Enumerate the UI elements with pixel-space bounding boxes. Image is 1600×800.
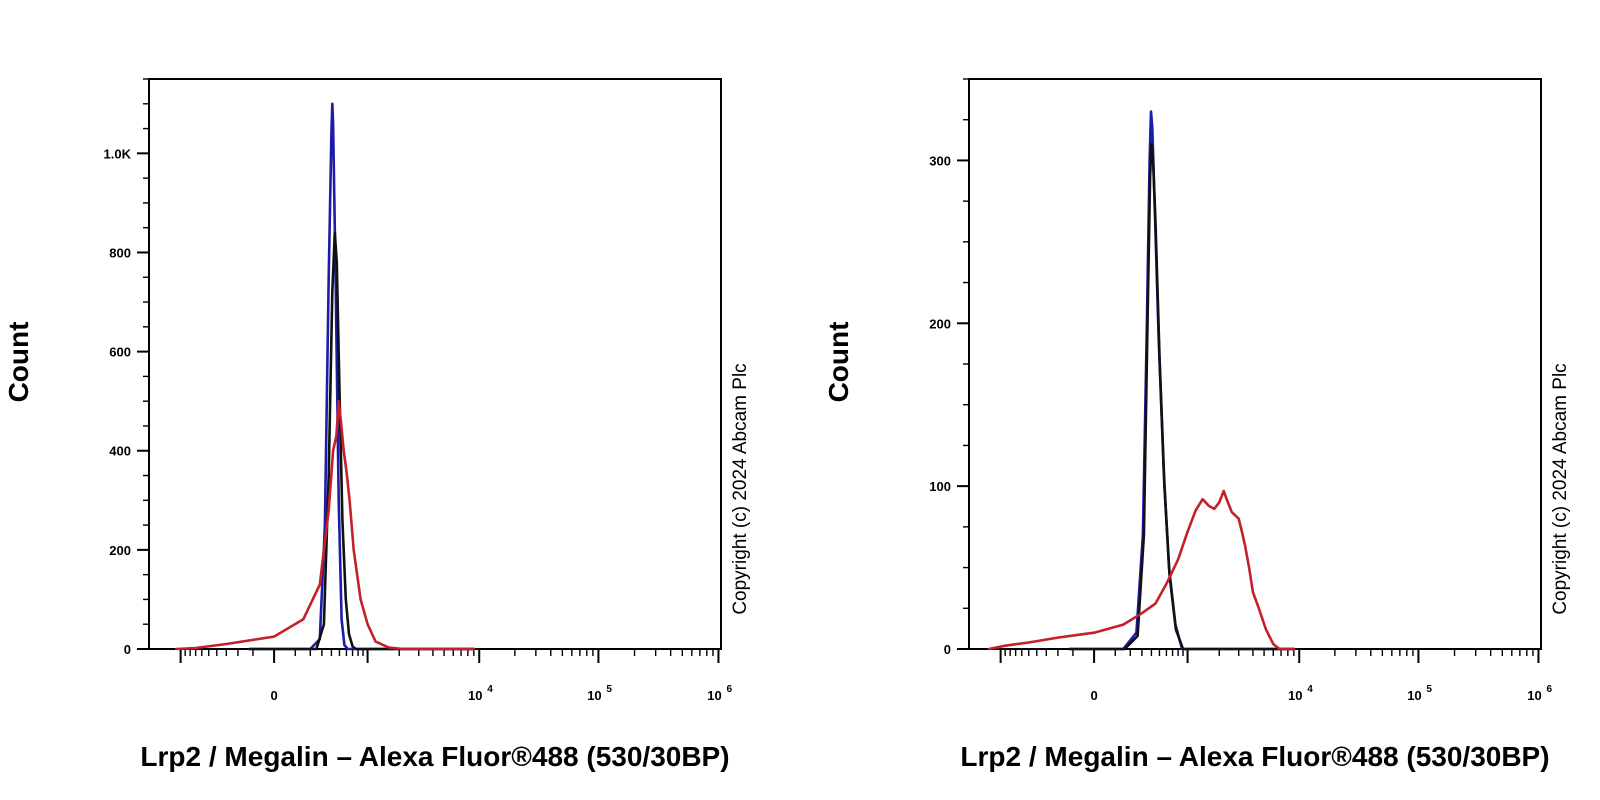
plot-frame (148, 78, 722, 650)
histogram-series-2 (1068, 142, 1296, 651)
y-tick-label: 0 (124, 642, 131, 657)
y-tick-label: 0 (944, 642, 951, 657)
x-tick-label: 10 (1527, 688, 1541, 703)
series-group (175, 102, 476, 651)
copyright-notice: Copyright (c) 2024 Abcam Plc (730, 363, 751, 614)
x-tick-label: 10 (1288, 688, 1302, 703)
x-tick-exponent: 5 (1426, 684, 1432, 695)
histogram-panel-right: 0 100 200 300 0 10 4 10 5 10 6 Count Lrp2 / Megal… (823, 78, 1571, 772)
y-tick-label: 1.0K (104, 146, 132, 161)
y-axis-title: Count (823, 322, 854, 403)
x-tick-label: 0 (270, 688, 277, 703)
y-tick-label: 400 (109, 444, 131, 459)
y-axis: 0 200 400 600 800 1.0K (104, 78, 149, 657)
x-axis: 0 10 4 10 5 10 6 (179, 649, 732, 703)
series-group (987, 110, 1296, 651)
x-axis-title: Lrp2 / Megalin – Alexa Fluor®488 (530/30… (140, 741, 729, 772)
histogram-series-1 (248, 102, 476, 651)
x-tick-exponent: 6 (1546, 684, 1552, 695)
x-tick-exponent: 6 (726, 684, 732, 695)
y-tick-label: 800 (109, 245, 131, 260)
x-tick-exponent: 4 (1307, 684, 1313, 695)
histogram-panel-left: 0 200 400 600 800 1.0K 0 10 4 10 5 10 6 Count Lrp2 … (3, 78, 751, 772)
x-axis: 0 10 4 10 5 10 6 (999, 649, 1552, 703)
y-tick-label: 600 (109, 345, 131, 360)
x-tick-label: 10 (1407, 688, 1421, 703)
plot-frame (968, 78, 1542, 650)
y-tick-label: 100 (929, 479, 951, 494)
histogram-series-3 (987, 489, 1296, 651)
x-tick-label: 10 (468, 688, 482, 703)
y-tick-label: 200 (929, 316, 951, 331)
copyright-notice: Copyright (c) 2024 Abcam Plc (1550, 363, 1571, 614)
y-tick-label: 200 (109, 543, 131, 558)
x-tick-label: 0 (1090, 688, 1097, 703)
x-tick-label: 10 (587, 688, 601, 703)
y-axis-title: Count (3, 322, 34, 403)
histogram-series-2 (248, 231, 476, 651)
histogram-series-3 (175, 399, 476, 651)
y-tick-label: 300 (929, 153, 951, 168)
histogram-series-1 (1068, 110, 1296, 651)
x-tick-exponent: 4 (487, 684, 493, 695)
x-axis-title: Lrp2 / Megalin – Alexa Fluor®488 (530/30… (960, 741, 1549, 772)
y-axis: 0 100 200 300 (929, 78, 969, 657)
x-tick-label: 10 (707, 688, 721, 703)
x-tick-exponent: 5 (606, 684, 612, 695)
